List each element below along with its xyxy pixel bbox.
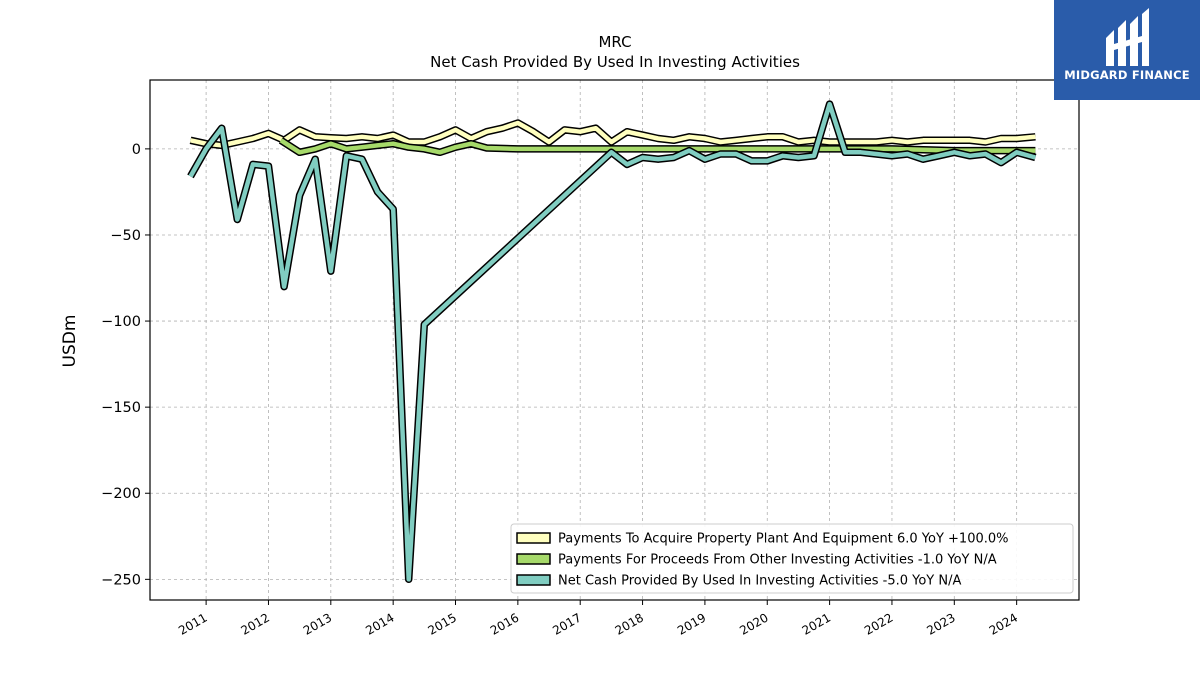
brand-logo: MIDGARD FINANCE bbox=[1054, 0, 1200, 100]
y-tick-label: −150 bbox=[101, 400, 141, 416]
x-tick-label: 2016 bbox=[488, 610, 521, 637]
series-1-line bbox=[279, 138, 1036, 155]
series-lines bbox=[187, 100, 1037, 584]
y-axis-label: USDm bbox=[60, 315, 80, 368]
y-tick-label: −100 bbox=[101, 314, 141, 330]
x-tick-label: 2012 bbox=[239, 610, 272, 637]
legend: Payments To Acquire Property Plant And E… bbox=[510, 523, 1074, 594]
x-tick-label: 2022 bbox=[862, 610, 895, 637]
legend-swatch bbox=[516, 553, 551, 565]
x-tick-label: 2018 bbox=[613, 610, 646, 637]
y-tick-label: −50 bbox=[110, 228, 141, 244]
x-tick-label: 2020 bbox=[737, 610, 770, 637]
chart-title: MRC bbox=[598, 33, 631, 51]
series-0-line bbox=[190, 120, 1036, 148]
legend-swatch bbox=[516, 532, 551, 544]
series-2-line bbox=[188, 101, 1037, 582]
x-tick-label: 2013 bbox=[301, 610, 334, 637]
y-tick-label: −250 bbox=[101, 572, 141, 588]
legend-label: Payments To Acquire Property Plant And E… bbox=[558, 532, 1009, 547]
brand-name: MIDGARD FINANCE bbox=[1064, 68, 1190, 82]
legend-box bbox=[510, 523, 1074, 594]
y-tick-label: 0 bbox=[132, 142, 141, 158]
x-tick-label: 2021 bbox=[800, 610, 833, 637]
plot-frame bbox=[149, 79, 1080, 601]
x-tick-label: 2017 bbox=[550, 610, 583, 637]
legend-label: Net Cash Provided By Used In Investing A… bbox=[558, 574, 961, 589]
x-tick-label: 2023 bbox=[924, 610, 957, 637]
chart-subtitle: Net Cash Provided By Used In Investing A… bbox=[430, 53, 800, 71]
x-tick-label: 2014 bbox=[363, 610, 396, 637]
logo-mark-icon bbox=[1106, 8, 1149, 66]
legend-swatch bbox=[516, 574, 551, 586]
x-tick-label: 2024 bbox=[987, 610, 1020, 637]
x-tick-label: 2015 bbox=[426, 610, 459, 637]
y-tick-label: −200 bbox=[101, 486, 141, 502]
legend-label: Payments For Proceeds From Other Investi… bbox=[558, 553, 997, 568]
x-tick-label: 2011 bbox=[176, 610, 209, 637]
x-tick-label: 2019 bbox=[675, 610, 708, 637]
